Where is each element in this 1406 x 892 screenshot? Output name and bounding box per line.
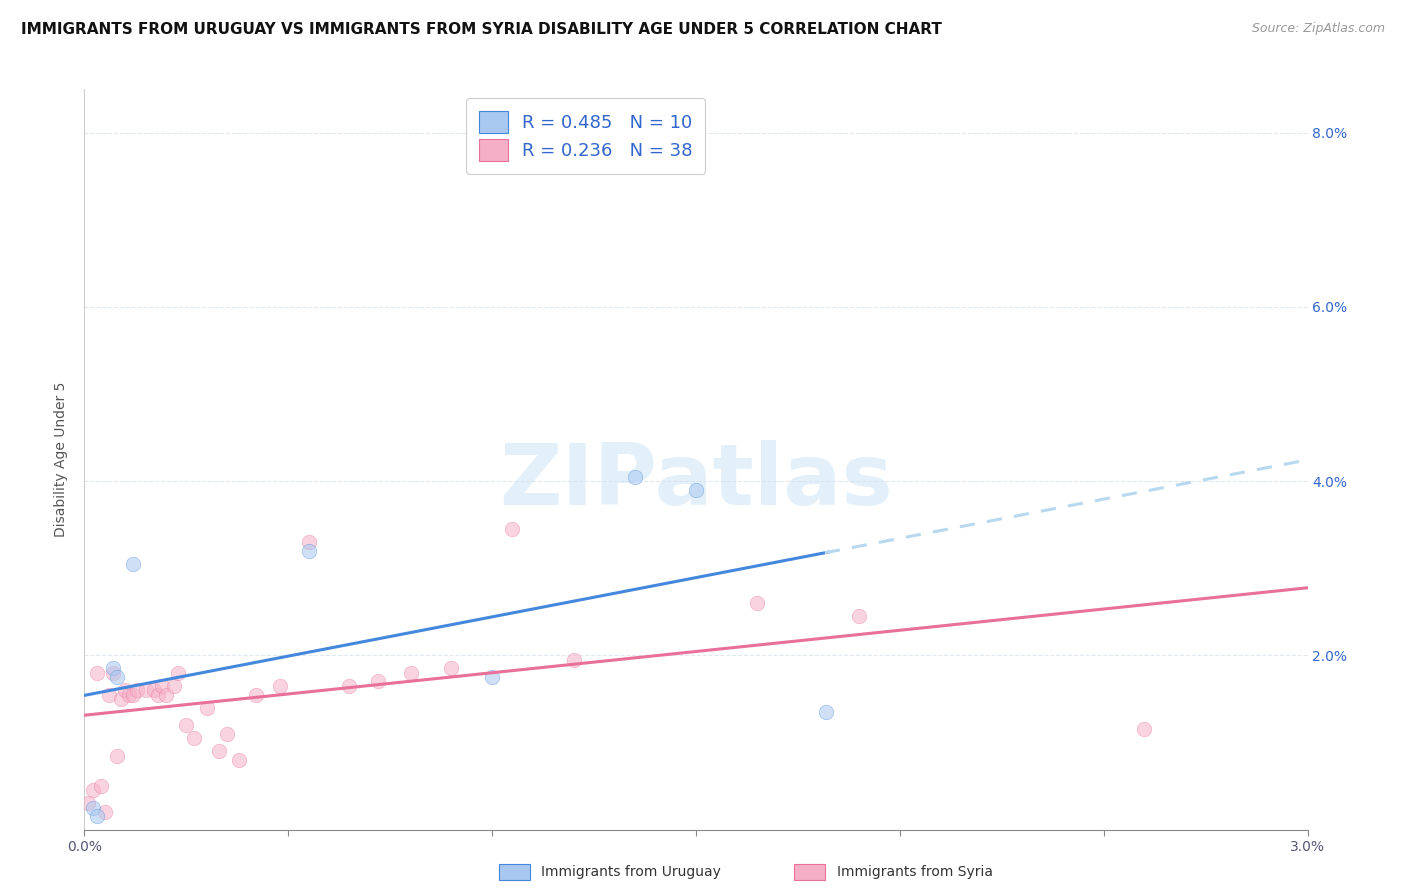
Point bbox=[127, 683, 149, 698]
Point bbox=[101, 665, 124, 680]
Point bbox=[150, 679, 173, 693]
Point bbox=[399, 665, 422, 680]
Point bbox=[118, 688, 141, 702]
Point bbox=[339, 679, 361, 693]
Point bbox=[135, 683, 157, 698]
Point bbox=[848, 609, 870, 624]
Point bbox=[122, 557, 145, 571]
Point bbox=[298, 535, 321, 549]
Point bbox=[105, 670, 128, 684]
Point bbox=[146, 688, 169, 702]
Text: IMMIGRANTS FROM URUGUAY VS IMMIGRANTS FROM SYRIA DISABILITY AGE UNDER 5 CORRELAT: IMMIGRANTS FROM URUGUAY VS IMMIGRANTS FR… bbox=[21, 22, 942, 37]
Text: Immigrants from Uruguay: Immigrants from Uruguay bbox=[541, 865, 721, 880]
Point bbox=[101, 661, 124, 675]
Point bbox=[82, 783, 104, 797]
Point bbox=[440, 661, 463, 675]
Point bbox=[105, 748, 128, 763]
Text: Immigrants from Syria: Immigrants from Syria bbox=[837, 865, 993, 880]
Point bbox=[228, 753, 250, 767]
Point bbox=[90, 779, 112, 793]
Point bbox=[97, 688, 120, 702]
Point bbox=[624, 470, 647, 484]
Point bbox=[167, 665, 190, 680]
Point bbox=[155, 688, 177, 702]
Point bbox=[77, 797, 100, 811]
Point bbox=[269, 679, 291, 693]
Point bbox=[208, 744, 231, 758]
Point bbox=[562, 653, 585, 667]
Text: Source: ZipAtlas.com: Source: ZipAtlas.com bbox=[1251, 22, 1385, 36]
Point bbox=[163, 679, 186, 693]
Point bbox=[114, 683, 136, 698]
Point bbox=[174, 718, 197, 732]
Point bbox=[86, 809, 108, 823]
Point bbox=[122, 688, 145, 702]
Point bbox=[82, 801, 104, 815]
Point bbox=[481, 670, 503, 684]
Point bbox=[195, 700, 218, 714]
Point bbox=[110, 692, 132, 706]
Point bbox=[747, 596, 769, 610]
Point bbox=[93, 805, 117, 819]
Legend: R = 0.485   N = 10, R = 0.236   N = 38: R = 0.485 N = 10, R = 0.236 N = 38 bbox=[467, 98, 706, 174]
Point bbox=[183, 731, 205, 745]
Point bbox=[245, 688, 267, 702]
Point bbox=[815, 705, 838, 719]
Point bbox=[217, 727, 239, 741]
Text: ZIPatlas: ZIPatlas bbox=[499, 440, 893, 523]
Point bbox=[298, 544, 321, 558]
Point bbox=[502, 522, 524, 536]
Point bbox=[1133, 723, 1156, 737]
Y-axis label: Disability Age Under 5: Disability Age Under 5 bbox=[55, 382, 69, 537]
Point bbox=[685, 483, 707, 497]
Point bbox=[142, 683, 165, 698]
Point bbox=[367, 674, 389, 689]
Point bbox=[86, 665, 108, 680]
